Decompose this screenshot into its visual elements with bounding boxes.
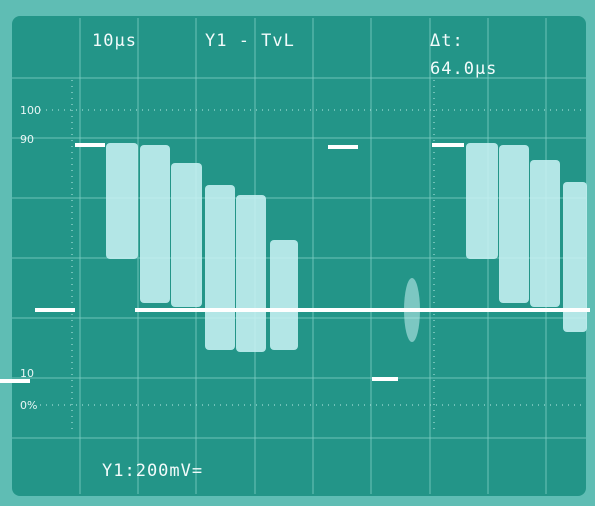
channel-setting: Y1:200mV= <box>102 461 203 481</box>
signal-block <box>236 195 266 352</box>
signal-block <box>140 145 170 303</box>
scale-label: 90 <box>20 133 34 146</box>
timebase: 10µs <box>92 31 137 51</box>
signal-block <box>499 145 529 303</box>
scale-label: 100 <box>20 104 41 117</box>
signal-block <box>530 160 560 307</box>
signal-block <box>205 185 235 350</box>
delta-label: Δt: <box>430 31 464 51</box>
signal-block <box>171 163 202 307</box>
delta-value: 64.0µs <box>430 59 497 79</box>
signal-block <box>270 240 298 350</box>
signal-block <box>106 143 138 259</box>
oscilloscope-screen: 10µs Y1 - TvL Δt: 64.0µs 100 90 10 0% Y1… <box>0 0 595 506</box>
signal-block <box>466 143 498 259</box>
scale-label: 0% <box>20 399 37 412</box>
page: 10µs Y1 - TvL Δt: 64.0µs 100 90 10 0% Y1… <box>0 0 595 506</box>
scale-label: 10 <box>20 367 34 380</box>
trigger: Y1 - TvL <box>205 31 295 51</box>
